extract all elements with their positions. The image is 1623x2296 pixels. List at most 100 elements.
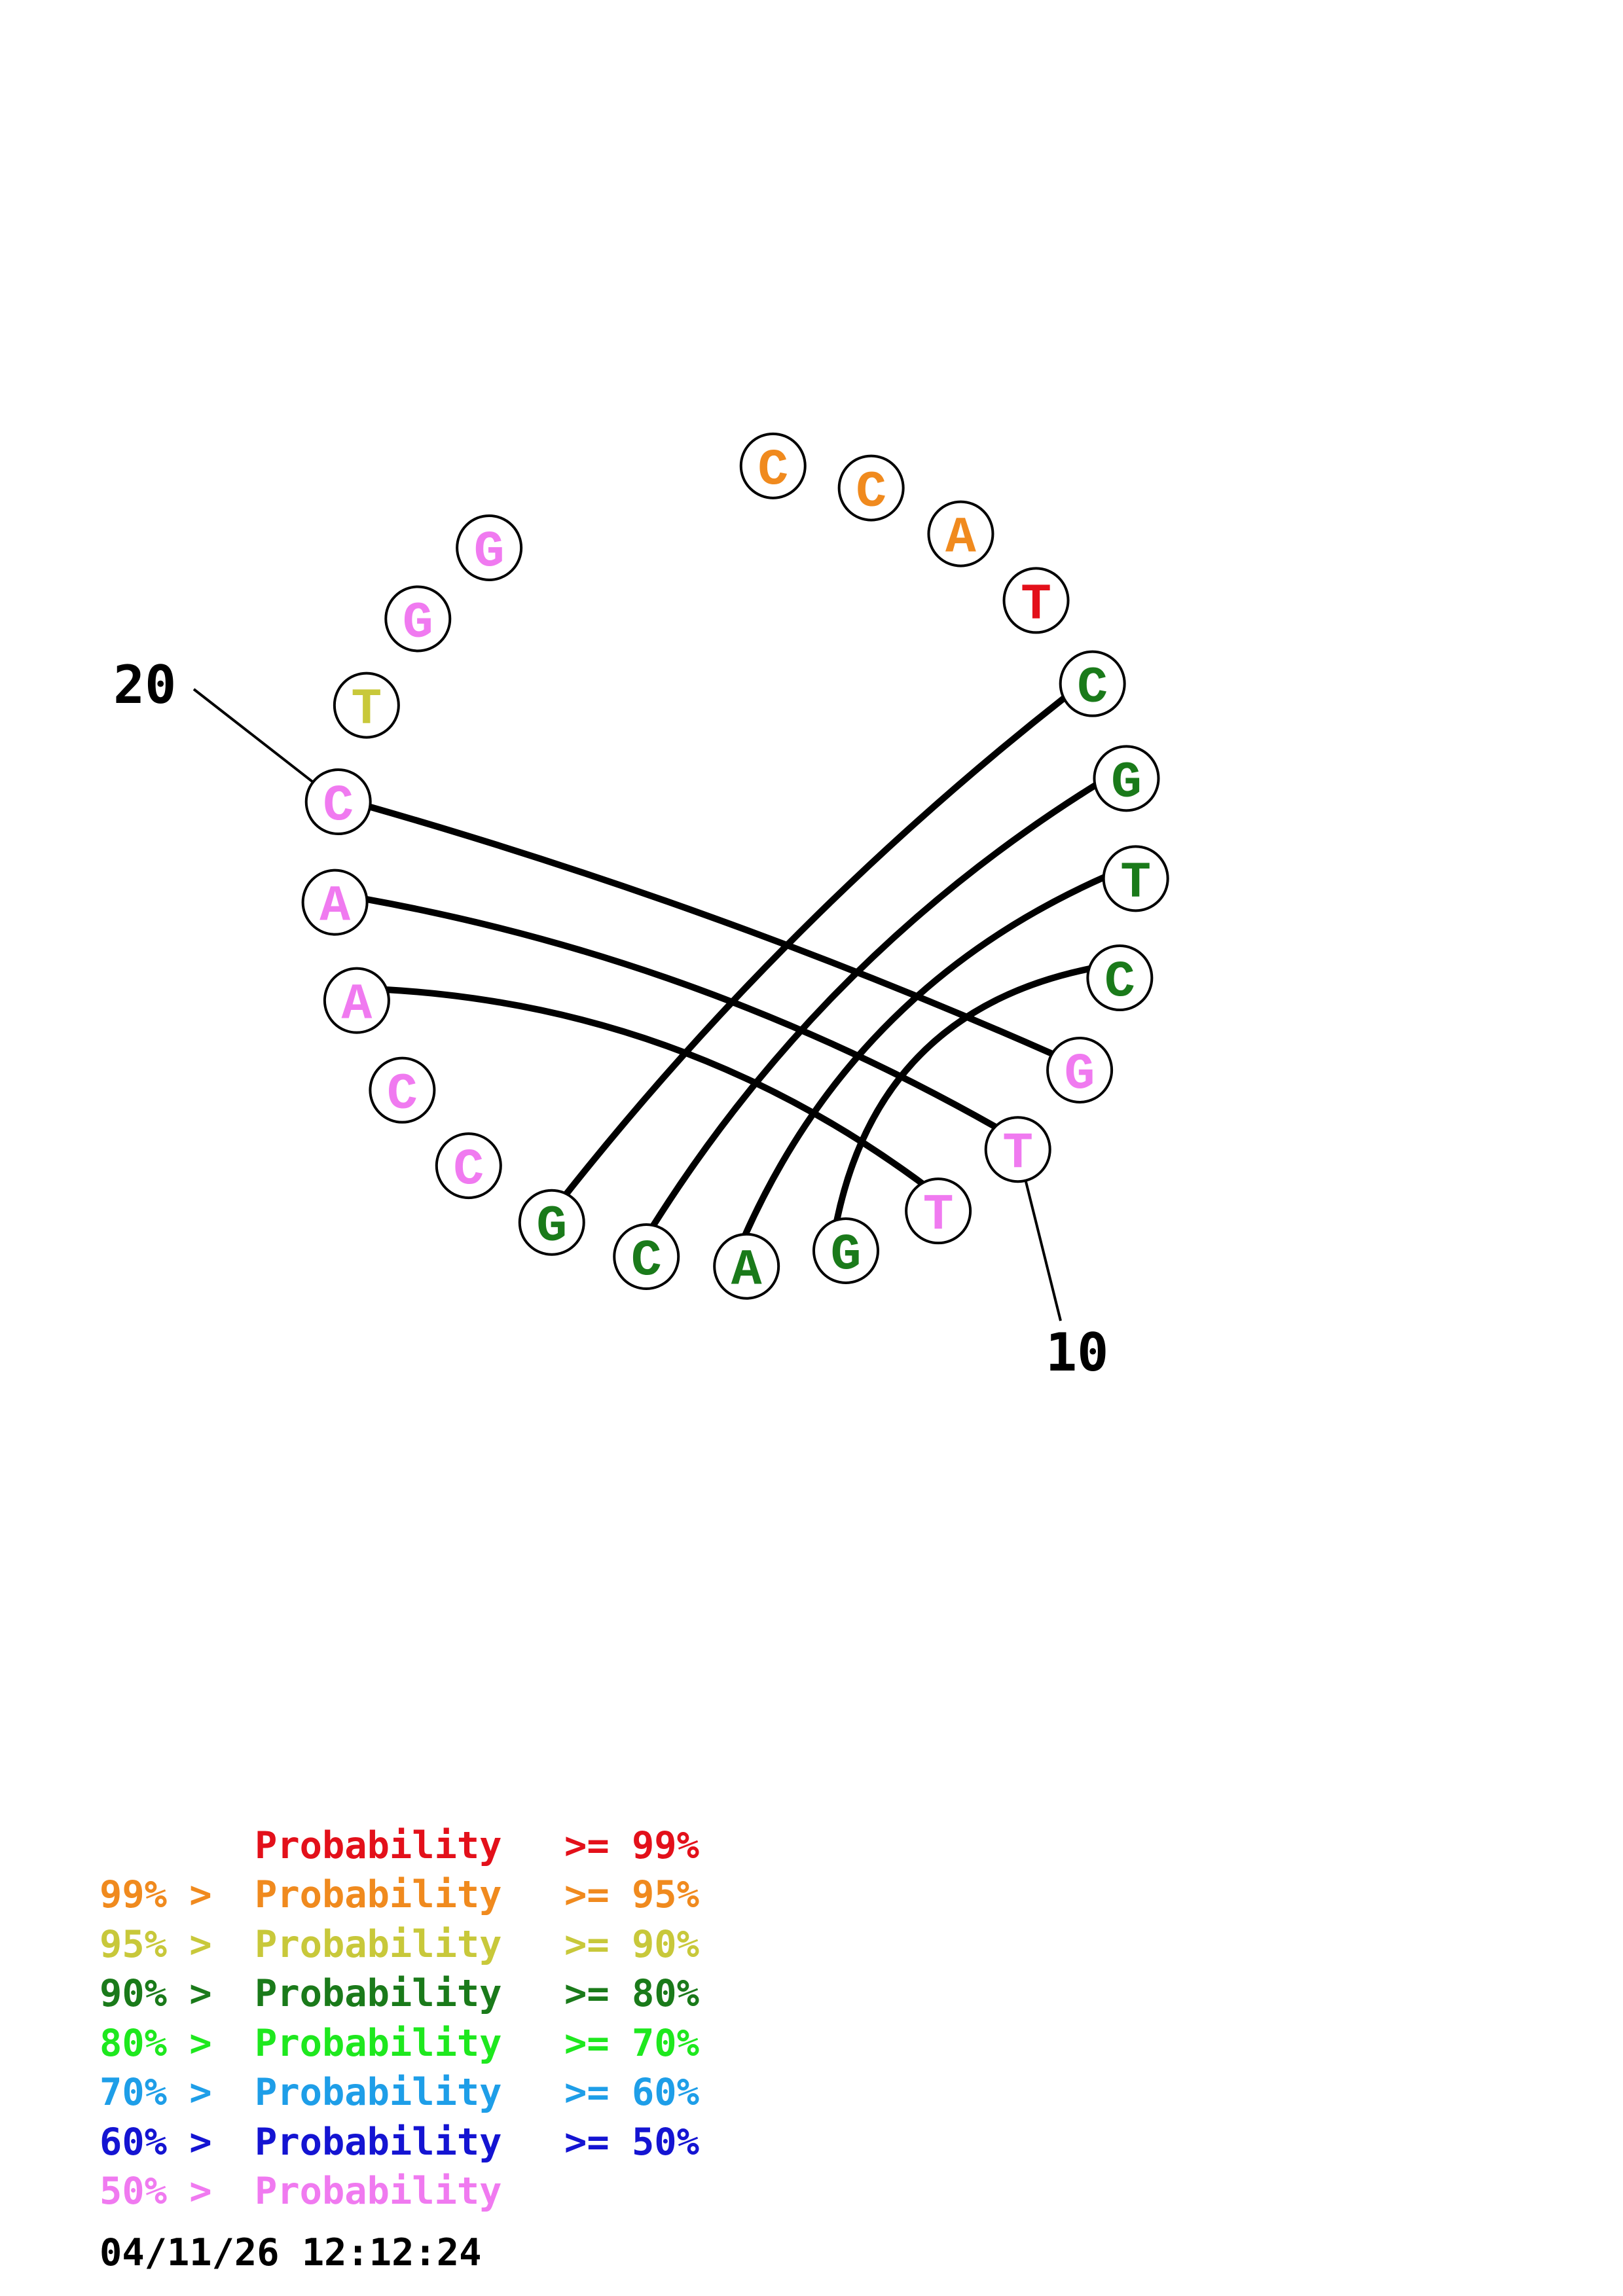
- nucleotide-letter: A: [319, 878, 350, 936]
- nucleotide-circle: [837, 454, 905, 522]
- legend-prefix: 70% >: [100, 2071, 212, 2114]
- legend-prefix: 95% >: [100, 1923, 212, 1966]
- legend-middle: Probability: [255, 1972, 502, 2015]
- nucleotide-4: T: [1002, 567, 1070, 634]
- nucleotide-letter: G: [1065, 1046, 1095, 1103]
- index-leader-20: [192, 688, 314, 783]
- legend-row-6: 70% > Probability >= 60%: [100, 2071, 699, 2114]
- nucleotide-letter: T: [1120, 854, 1151, 912]
- nucleotide-circle: [1102, 845, 1169, 912]
- legend-middle: Probability: [255, 1873, 502, 1916]
- nucleotide-letter: C: [1077, 660, 1108, 717]
- nucleotide-2: C: [837, 454, 905, 522]
- nucleotide-20: C: [304, 768, 372, 836]
- pair-arcs: [363, 694, 1107, 1238]
- legend-row-2: 99% > Probability >= 95%: [100, 1873, 699, 1916]
- nucleotide-letter: C: [631, 1232, 662, 1290]
- nucleotide-letter: G: [474, 524, 505, 581]
- index-label-10: 10: [1046, 1322, 1108, 1383]
- nucleotide-circle: [301, 869, 369, 936]
- legend-prefix: 90% >: [100, 1972, 212, 2015]
- nucleotide-21: T: [333, 672, 400, 739]
- legend-suffix: >= 95%: [564, 1873, 699, 1916]
- nucleotide-letter: T: [351, 681, 382, 739]
- nucleotide-letter: A: [341, 977, 372, 1034]
- nucleotide-22: G: [384, 585, 452, 653]
- nucleotide-17: C: [369, 1056, 436, 1124]
- nucleotide-16: C: [435, 1132, 502, 1200]
- nucleotide-letter: G: [1111, 754, 1142, 812]
- nucleotide-circle: [1093, 745, 1160, 812]
- legend-prefix: 50% >: [100, 2170, 212, 2213]
- nucleotide-14: C: [613, 1223, 680, 1291]
- pair-arc-9-20: [367, 803, 1055, 1057]
- nucleotide-letter: G: [403, 594, 433, 652]
- nucleotide-circle: [323, 967, 390, 1034]
- nucleotide-8: C: [1086, 944, 1154, 1012]
- nucleotide-letter: C: [757, 442, 788, 499]
- pair-arc-11-18: [384, 986, 926, 1187]
- probability-legend: Probability >= 99% 99% > Probability >= …: [100, 1824, 699, 2213]
- nucleotide-18: A: [323, 967, 390, 1034]
- nucleotide-7: T: [1102, 845, 1169, 912]
- pair-arc-7-13: [742, 874, 1107, 1238]
- pair-arc-6-14: [650, 781, 1099, 1229]
- nucleotide-letter: T: [1021, 576, 1051, 634]
- nucleotide-23: G: [456, 514, 523, 581]
- nucleotide-circle: [333, 672, 400, 739]
- legend-row-8: 50% > Probability: [100, 2170, 502, 2213]
- nucleotide-circle: [613, 1223, 680, 1291]
- pair-arc-8-12: [833, 965, 1093, 1223]
- nucleotide-6: G: [1093, 745, 1160, 812]
- nucleotide-circle: [905, 1177, 972, 1245]
- legend-suffix: >= 70%: [564, 2022, 699, 2065]
- legend-prefix: 99% >: [100, 1873, 212, 1916]
- nucleotide-3: A: [927, 500, 994, 567]
- legend-middle: Probability: [255, 2170, 502, 2213]
- nucleotide-letter: C: [323, 778, 354, 835]
- index-leaders: [192, 688, 1062, 1321]
- nucleotide-letter: A: [731, 1242, 762, 1300]
- nucleotide-letter: C: [1104, 954, 1135, 1011]
- nucleotide-15: G: [518, 1189, 585, 1256]
- nucleotide-circle: [1046, 1036, 1114, 1103]
- nucleotide-letter: C: [387, 1066, 418, 1124]
- legend-middle: Probability: [255, 2071, 502, 2114]
- legend-suffix: >= 99%: [564, 1824, 699, 1867]
- legend-middle: Probability: [255, 1923, 502, 1966]
- nucleotide-circle: [304, 768, 372, 836]
- nucleotide-letter: T: [1002, 1125, 1033, 1183]
- nucleotide-circle: [384, 585, 452, 653]
- nucleotide-19: A: [301, 869, 369, 936]
- nucleotide-circle: [739, 432, 807, 499]
- nucleotide-5: C: [1059, 650, 1126, 717]
- nucleotide-letter: C: [453, 1141, 484, 1199]
- legend-suffix: >= 80%: [564, 1972, 699, 2015]
- nucleotide-circle: [713, 1232, 780, 1300]
- nucleotide-circle: [1002, 567, 1070, 634]
- nucleotide-letter: A: [945, 510, 976, 567]
- nucleotide-letter: T: [923, 1187, 954, 1244]
- nucleotide-circle: [927, 500, 994, 567]
- nucleotide-circle: [984, 1116, 1051, 1183]
- pair-arc-5-15: [563, 694, 1067, 1198]
- legend-row-4: 90% > Probability >= 80%: [100, 1972, 699, 2015]
- nucleotide-circle: [369, 1056, 436, 1124]
- nucleotide-9: G: [1046, 1036, 1114, 1103]
- index-leader-10: [1024, 1180, 1062, 1321]
- legend-middle: Probability: [255, 2022, 502, 2065]
- nucleotide-1: C: [739, 432, 807, 499]
- legend-prefix: 80% >: [100, 2022, 212, 2065]
- legend-row-1: Probability >= 99%: [255, 1824, 699, 1867]
- legend-row-3: 95% > Probability >= 90%: [100, 1923, 699, 1966]
- nucleotide-letter: G: [831, 1227, 862, 1284]
- nucleotide-letter: C: [856, 464, 886, 522]
- nucleotide-letter: G: [536, 1198, 567, 1256]
- nucleotide-circle: [1059, 650, 1126, 717]
- index-label-20: 20: [113, 655, 176, 715]
- legend-suffix: >= 60%: [564, 2071, 699, 2114]
- nucleotide-circle: [1086, 944, 1154, 1012]
- legend-row-5: 80% > Probability >= 70%: [100, 2022, 699, 2065]
